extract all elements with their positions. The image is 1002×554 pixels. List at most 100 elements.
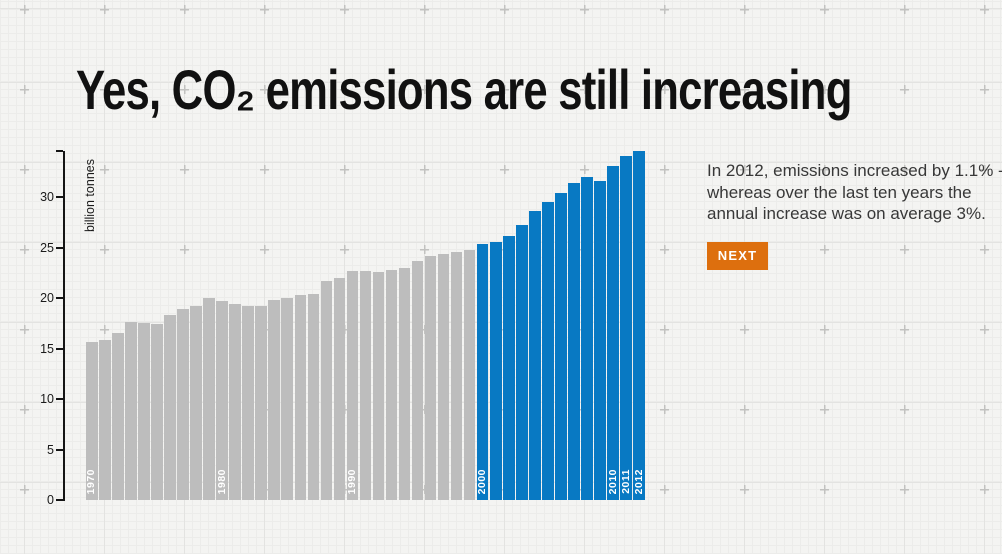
bar-1982	[242, 306, 254, 500]
bar-2011: 2011	[619, 155, 632, 500]
grid-plus-icon	[980, 405, 989, 414]
grid-plus-icon	[900, 5, 909, 14]
bar-2000: 2000	[476, 243, 489, 500]
grid-plus-icon	[980, 85, 989, 94]
grid-plus-icon	[260, 85, 269, 94]
grid-plus-icon	[260, 5, 269, 14]
bar-1972	[112, 333, 124, 500]
grid-plus-icon	[500, 85, 509, 94]
grid-plus-icon	[660, 245, 669, 254]
grid-plus-icon	[100, 325, 109, 334]
bar-1993	[385, 269, 398, 500]
bar-1989	[333, 277, 346, 500]
bar-1986	[294, 295, 307, 500]
caption-panel: In 2012, emissions increased by 1.1% - w…	[707, 160, 1002, 270]
grid-plus-icon	[740, 405, 749, 414]
page-title: Yes, CO₂ emissions are still increasing	[76, 57, 852, 121]
bar-1980: 1980	[216, 301, 228, 500]
grid-plus-icon	[660, 5, 669, 14]
bar-1984	[268, 300, 280, 500]
y-axis-tick	[56, 347, 63, 350]
grid-plus-icon	[900, 485, 909, 494]
grid-plus-icon	[20, 485, 29, 494]
bar-2006	[555, 193, 567, 500]
bar-2008	[581, 176, 593, 500]
y-axis-tick-label: 30	[40, 190, 54, 204]
bar-2004	[529, 211, 541, 500]
grid-plus-icon	[980, 165, 989, 174]
grid-plus-icon	[420, 85, 429, 94]
bar-year-label: 2011	[619, 469, 632, 494]
bar-1976	[164, 315, 176, 500]
bar-1983	[255, 306, 267, 500]
grid-plus-icon	[20, 85, 29, 94]
y-axis-tick	[56, 196, 63, 198]
bar-2009	[594, 180, 606, 500]
grid-plus-icon	[980, 325, 989, 334]
bar-1975	[151, 324, 163, 500]
y-axis-tick	[56, 297, 63, 299]
grid-plus-icon	[740, 485, 749, 494]
bar-year-label: 1990	[345, 468, 358, 494]
grid-plus-icon	[100, 245, 109, 254]
bar-year-label: 1980	[215, 468, 228, 494]
bar-1987	[307, 294, 320, 500]
y-axis-tick-label: 10	[40, 392, 54, 406]
grid-plus-icon	[980, 485, 989, 494]
bar-2001	[489, 242, 502, 500]
bar-2003	[516, 225, 528, 500]
bar-year-label: 2000	[476, 468, 489, 494]
bar-1997	[437, 253, 450, 500]
grid-plus-icon	[20, 325, 29, 334]
grid-plus-icon	[420, 245, 429, 254]
grid-plus-icon	[900, 245, 909, 254]
grid-plus-icon	[20, 165, 29, 174]
bar-1996	[424, 255, 437, 500]
grid-plus-icon	[660, 85, 669, 94]
grid-plus-icon	[340, 85, 349, 94]
bar-2007	[568, 182, 580, 500]
y-axis-tick-label: 5	[47, 442, 54, 457]
bar-1991	[359, 270, 372, 500]
bar-1971	[99, 340, 111, 500]
caption-line: whereas over the last ten years the	[707, 182, 972, 202]
grid-plus-icon	[820, 245, 829, 254]
grid-plus-icon	[180, 165, 189, 174]
grid-plus-icon	[500, 5, 509, 14]
grid-plus-icon	[820, 165, 829, 174]
grid-plus-icon	[660, 165, 669, 174]
grid-plus-icon	[740, 85, 749, 94]
bar-1974	[138, 323, 150, 500]
y-axis-end-cap	[56, 149, 63, 152]
next-button[interactable]: NEXT	[707, 241, 768, 270]
grid-plus-icon	[340, 165, 349, 174]
grid-plus-icon	[820, 325, 829, 334]
grid-plus-icon	[180, 5, 189, 14]
bar-1994	[398, 267, 411, 500]
grid-plus-icon	[820, 485, 829, 494]
grid-plus-icon	[900, 85, 909, 94]
bar-1979	[203, 298, 215, 500]
bar-1995	[411, 260, 424, 500]
grid-plus-icon	[260, 245, 269, 254]
grid-plus-icon	[580, 5, 589, 14]
bar-1998	[450, 251, 463, 500]
grid-plus-icon	[340, 245, 349, 254]
y-axis-tick	[56, 246, 63, 249]
grid-plus-icon	[420, 165, 429, 174]
grid-plus-icon	[420, 325, 429, 334]
bar-1999	[463, 249, 476, 500]
grid-plus-icon	[660, 405, 669, 414]
grid-plus-icon	[100, 85, 109, 94]
grid-plus-icon	[900, 165, 909, 174]
y-axis-tick-label: 20	[40, 291, 54, 305]
bar-1990: 1990	[345, 270, 359, 500]
bar-year-label: 2012	[632, 468, 645, 494]
grid-plus-icon	[260, 165, 269, 174]
grid-plus-icon	[660, 485, 669, 494]
bar-1988	[320, 280, 333, 500]
y-axis-tick	[56, 398, 63, 400]
bar-year-label: 2010	[606, 468, 619, 494]
grid-plus-icon	[660, 325, 669, 334]
grid-plus-icon	[420, 405, 429, 414]
